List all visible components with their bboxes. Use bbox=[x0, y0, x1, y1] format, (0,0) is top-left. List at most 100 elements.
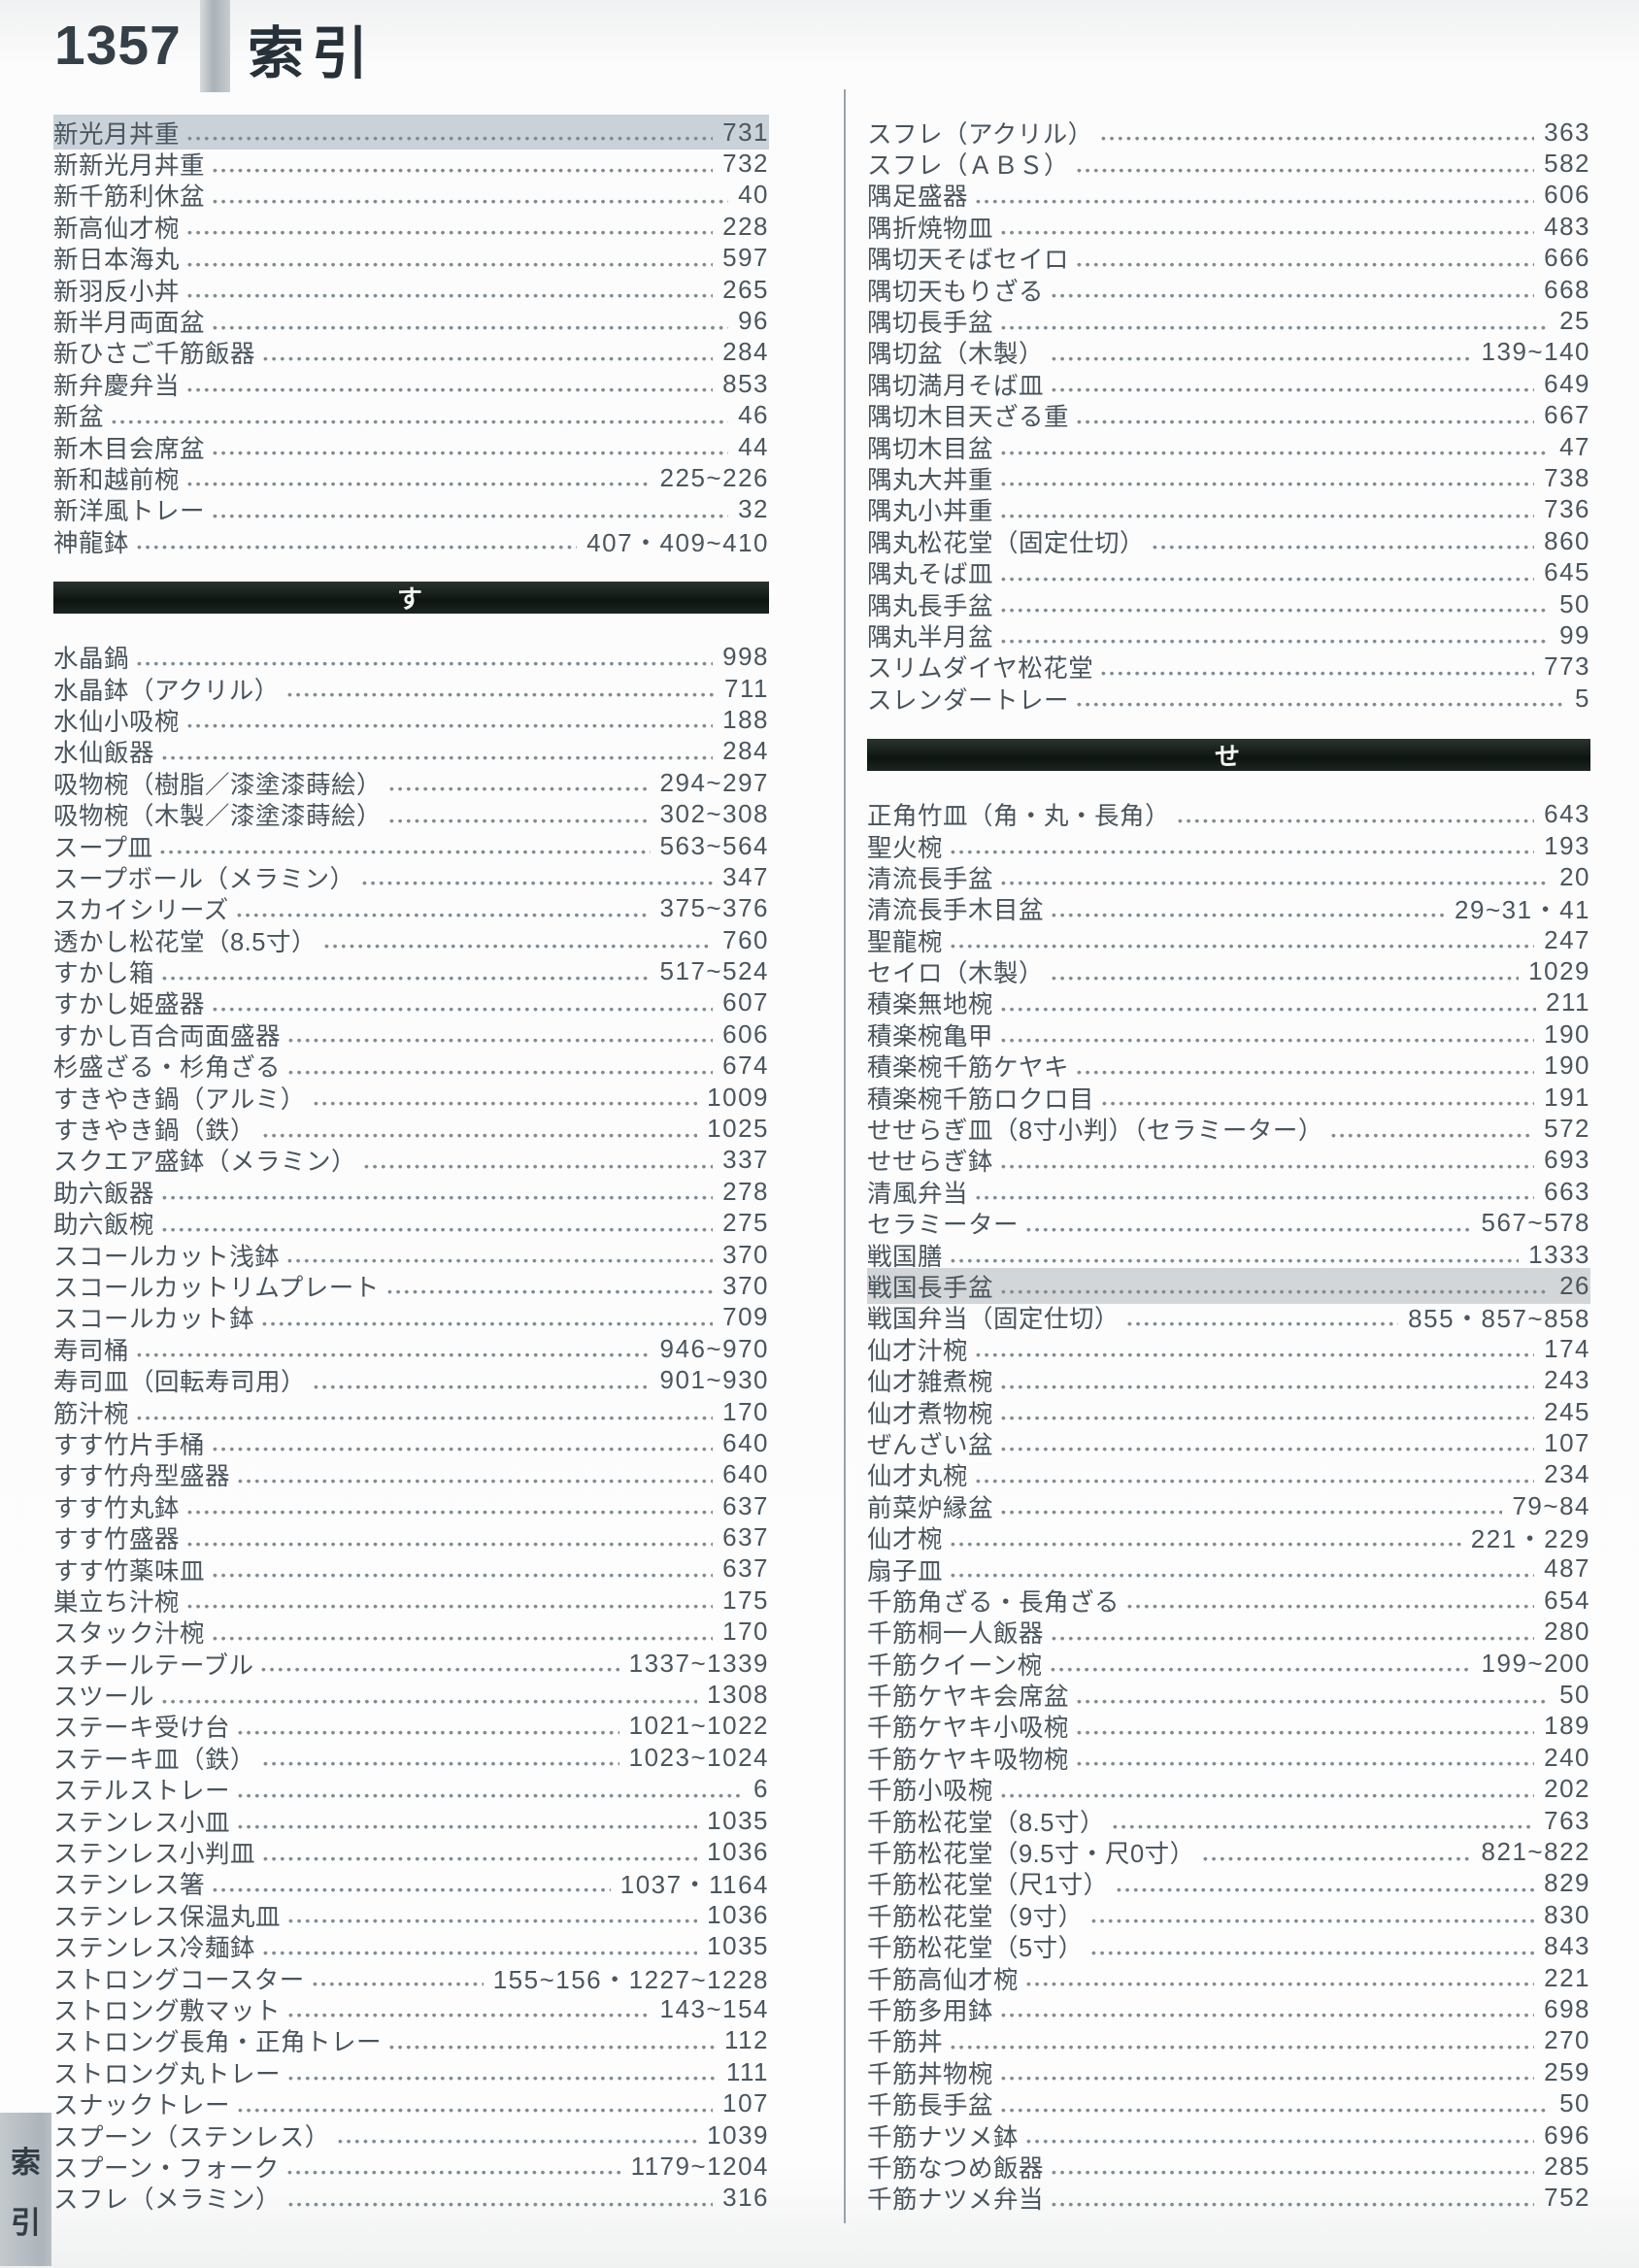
entry-term: 千筋松花堂（尺1寸） bbox=[867, 1872, 1109, 1900]
entry-term: せせらぎ鉢 bbox=[867, 1149, 994, 1177]
entry-term: スリムダイヤ松花堂 bbox=[867, 655, 1094, 684]
section-header-se: せ bbox=[867, 739, 1590, 772]
entry-term: 千筋ナツメ弁当 bbox=[867, 2186, 1045, 2215]
entry-term: 隅折焼物皿 bbox=[867, 215, 994, 243]
dotted-leader bbox=[1052, 1635, 1535, 1642]
index-entry: スリムダイヤ松花堂 773 bbox=[867, 651, 1590, 683]
entry-page-number: 96 bbox=[738, 306, 769, 336]
page-title: 索引 bbox=[248, 22, 377, 85]
entry-term: 千筋多用鉢 bbox=[867, 1997, 994, 2025]
dotted-leader bbox=[1077, 167, 1535, 174]
index-entry: 千筋ナツメ弁当 752 bbox=[867, 2183, 1590, 2214]
dotted-leader bbox=[263, 355, 714, 362]
entry-page-number: 221・229 bbox=[1470, 1524, 1590, 1554]
entry-page-number: 637 bbox=[722, 1490, 769, 1520]
dotted-leader bbox=[238, 1729, 619, 1736]
entry-term: スフレ（ＡＢＳ） bbox=[867, 152, 1070, 181]
entry-term: 杉盛ざる・杉角ざる bbox=[53, 1054, 282, 1083]
entry-page-number: 1308 bbox=[707, 1680, 769, 1710]
index-entry: 水仙小吸椀 188 bbox=[53, 704, 769, 736]
entry-page-number: 607 bbox=[722, 987, 769, 1017]
dotted-leader bbox=[1001, 639, 1551, 646]
index-entry: 隅丸松花堂（固定仕切） 860 bbox=[867, 525, 1590, 557]
index-entry: スタック汁椀 170 bbox=[53, 1617, 769, 1648]
entry-term: 水仙小吸椀 bbox=[53, 708, 181, 736]
dotted-leader bbox=[137, 545, 578, 551]
entry-term: 新光月丼重 bbox=[53, 120, 181, 149]
index-entry: ステルストレー 6 bbox=[53, 1774, 769, 1805]
dotted-leader bbox=[976, 1478, 1535, 1484]
dotted-leader bbox=[213, 198, 729, 205]
entry-page-number: 240 bbox=[1544, 1742, 1590, 1772]
entry-page-number: 189 bbox=[1544, 1711, 1590, 1741]
column-divider bbox=[844, 89, 846, 2223]
entry-page-number: 606 bbox=[1544, 180, 1590, 210]
header-divider-bar bbox=[200, 0, 230, 92]
entry-page-number: 280 bbox=[1544, 1617, 1590, 1647]
entry-page-number: 265 bbox=[722, 274, 769, 304]
dotted-leader bbox=[1001, 230, 1535, 237]
entry-term: ステンレス小判皿 bbox=[53, 1841, 256, 1869]
entry-page-number: 243 bbox=[1544, 1365, 1590, 1395]
entry-page-number: 259 bbox=[1544, 2056, 1590, 2086]
entry-page-number: 563~564 bbox=[659, 830, 769, 860]
entry-term: ステルストレー bbox=[53, 1778, 231, 1806]
dotted-leader bbox=[1330, 1132, 1535, 1139]
dotted-leader bbox=[187, 482, 651, 488]
dotted-leader bbox=[1001, 2013, 1535, 2019]
entry-term: 仙才椀 bbox=[867, 1526, 944, 1554]
entry-page-number: 597 bbox=[722, 243, 769, 273]
dotted-leader bbox=[288, 2076, 717, 2083]
dotted-leader bbox=[1001, 482, 1535, 488]
entry-page-number: 752 bbox=[1544, 2183, 1590, 2213]
dotted-leader bbox=[362, 881, 714, 887]
index-entry: すきやき鍋（アルミ） 1009 bbox=[53, 1082, 769, 1114]
index-entry: 隅切天そばセイロ 666 bbox=[867, 243, 1590, 274]
entry-term: 新羽反小丼 bbox=[53, 278, 181, 306]
entry-term: ストロング丸トレー bbox=[53, 2060, 282, 2088]
entry-term: 新弁慶弁当 bbox=[53, 372, 181, 400]
dotted-leader bbox=[323, 944, 714, 951]
entry-term: 助六飯椀 bbox=[53, 1212, 155, 1240]
dotted-leader bbox=[1077, 418, 1535, 425]
entry-term: すす竹丸鉢 bbox=[53, 1494, 181, 1522]
index-entry: スナックトレー 107 bbox=[53, 2087, 769, 2120]
index-entry: 新千筋利休盆 40 bbox=[53, 180, 769, 211]
index-entry: スコールカット鉢 709 bbox=[53, 1302, 769, 1333]
index-entry: 寿司皿（回転寿司用） 901~930 bbox=[53, 1364, 769, 1397]
entry-term: 隅丸半月盆 bbox=[867, 623, 994, 651]
entry-page-number: 47 bbox=[1559, 431, 1590, 461]
index-entry: スフレ（ＡＢＳ） 582 bbox=[867, 148, 1590, 181]
entry-page-number: 698 bbox=[1544, 1993, 1590, 2023]
index-entry: 仙才丸椀 234 bbox=[867, 1459, 1590, 1490]
entry-page-number: 693 bbox=[1544, 1145, 1590, 1175]
index-entry: 千筋なつめ飯器 285 bbox=[867, 2151, 1590, 2183]
entry-page-number: 370 bbox=[722, 1270, 769, 1300]
entry-page-number: 946~970 bbox=[659, 1333, 769, 1363]
entry-page-number: 316 bbox=[722, 2183, 769, 2213]
entry-page-number: 663 bbox=[1544, 1176, 1590, 1206]
entry-term: 寿司皿（回転寿司用） bbox=[53, 1369, 307, 1397]
index-entry: 千筋丼 270 bbox=[867, 2025, 1590, 2056]
dotted-leader bbox=[1001, 2076, 1535, 2083]
dotted-leader bbox=[1001, 1792, 1535, 1799]
index-entry: 隅切天もりざる 668 bbox=[867, 274, 1590, 306]
entry-term: スナックトレー bbox=[53, 2092, 231, 2120]
index-entry: スフレ（メラミン） 316 bbox=[53, 2183, 769, 2214]
entry-page-number: 193 bbox=[1544, 830, 1590, 860]
entry-term: 隅切木目盆 bbox=[867, 435, 994, 463]
index-entry: 隅丸小丼重 736 bbox=[867, 494, 1590, 525]
entry-term: 千筋松花堂（9寸） bbox=[867, 1903, 1084, 1931]
entry-term: スチールテーブル bbox=[53, 1651, 254, 1680]
dotted-leader bbox=[1153, 545, 1535, 551]
entry-term: 助六飯器 bbox=[53, 1180, 155, 1208]
index-entry: 扇子皿 487 bbox=[867, 1553, 1590, 1584]
index-entry: スチールテーブル 1337~1339 bbox=[53, 1648, 769, 1680]
index-entry: 積楽椀千筋ケヤキ 190 bbox=[867, 1051, 1590, 1082]
entry-page-number: 487 bbox=[1544, 1553, 1590, 1584]
entry-term: 巣立ち汁椀 bbox=[53, 1588, 181, 1617]
dotted-leader bbox=[1052, 912, 1446, 918]
index-entry: 水晶鍋 998 bbox=[53, 641, 769, 673]
entry-page-number: 649 bbox=[1544, 368, 1590, 398]
index-column-left: 新光月丼重 731 新新光月丼重 732 新千筋利休盆 40 新高仙才椀 228 新日本海丸 59… bbox=[53, 117, 769, 2214]
